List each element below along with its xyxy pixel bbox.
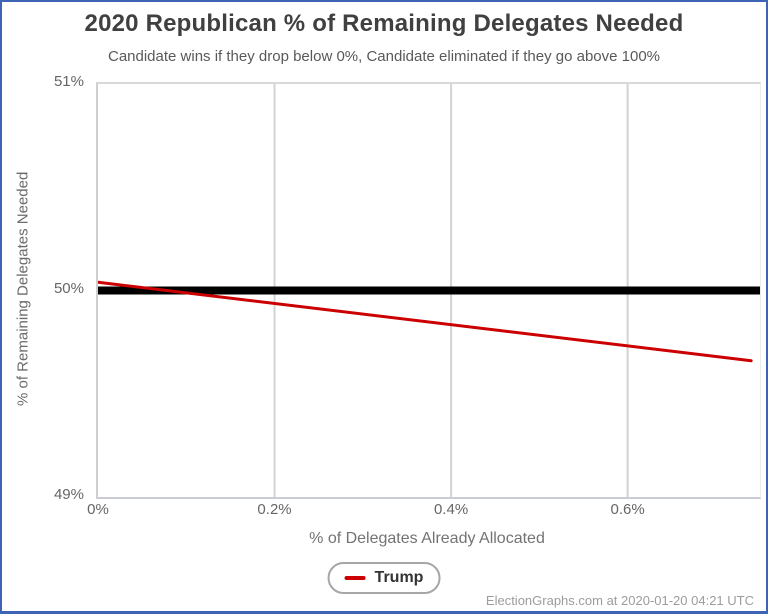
y-tick-label-50%: 50% bbox=[53, 279, 84, 297]
y-tick-label-49%: 49% bbox=[53, 486, 84, 503]
legend-item-trump[interactable]: Trump bbox=[327, 562, 441, 594]
x-tick-label-0.6%: 0.6% bbox=[610, 501, 645, 518]
plot-area bbox=[96, 82, 761, 499]
x-axis-title: % of Delegates Already Allocated bbox=[309, 530, 545, 547]
y-axis-tick-labels: 49% 50% 51% bbox=[2, 73, 88, 503]
chart-subtitle: Candidate wins if they drop below 0%, Ca… bbox=[107, 48, 660, 65]
x-tick-label-0.4%: 0.4% bbox=[433, 501, 469, 518]
x-tick-label-0%: 0% bbox=[87, 501, 109, 518]
x-axis-tick-labels: 0% 0.2% 0.4% 0.6% bbox=[87, 501, 760, 521]
plot-svg bbox=[98, 84, 760, 497]
legend-line-swatch-trump bbox=[344, 576, 366, 580]
chart-title: 2020 Republican % of Remaining Delegates… bbox=[84, 10, 684, 37]
legend-label-trump: Trump bbox=[374, 569, 424, 586]
series-line-trump bbox=[98, 280, 753, 363]
x-tick-label-0.2%: 0.2% bbox=[257, 501, 292, 518]
attribution-text: ElectionGraphs.com at 2020-01-20 04:21 U… bbox=[485, 593, 754, 608]
y-tick-label-51%: 51% bbox=[53, 73, 84, 90]
